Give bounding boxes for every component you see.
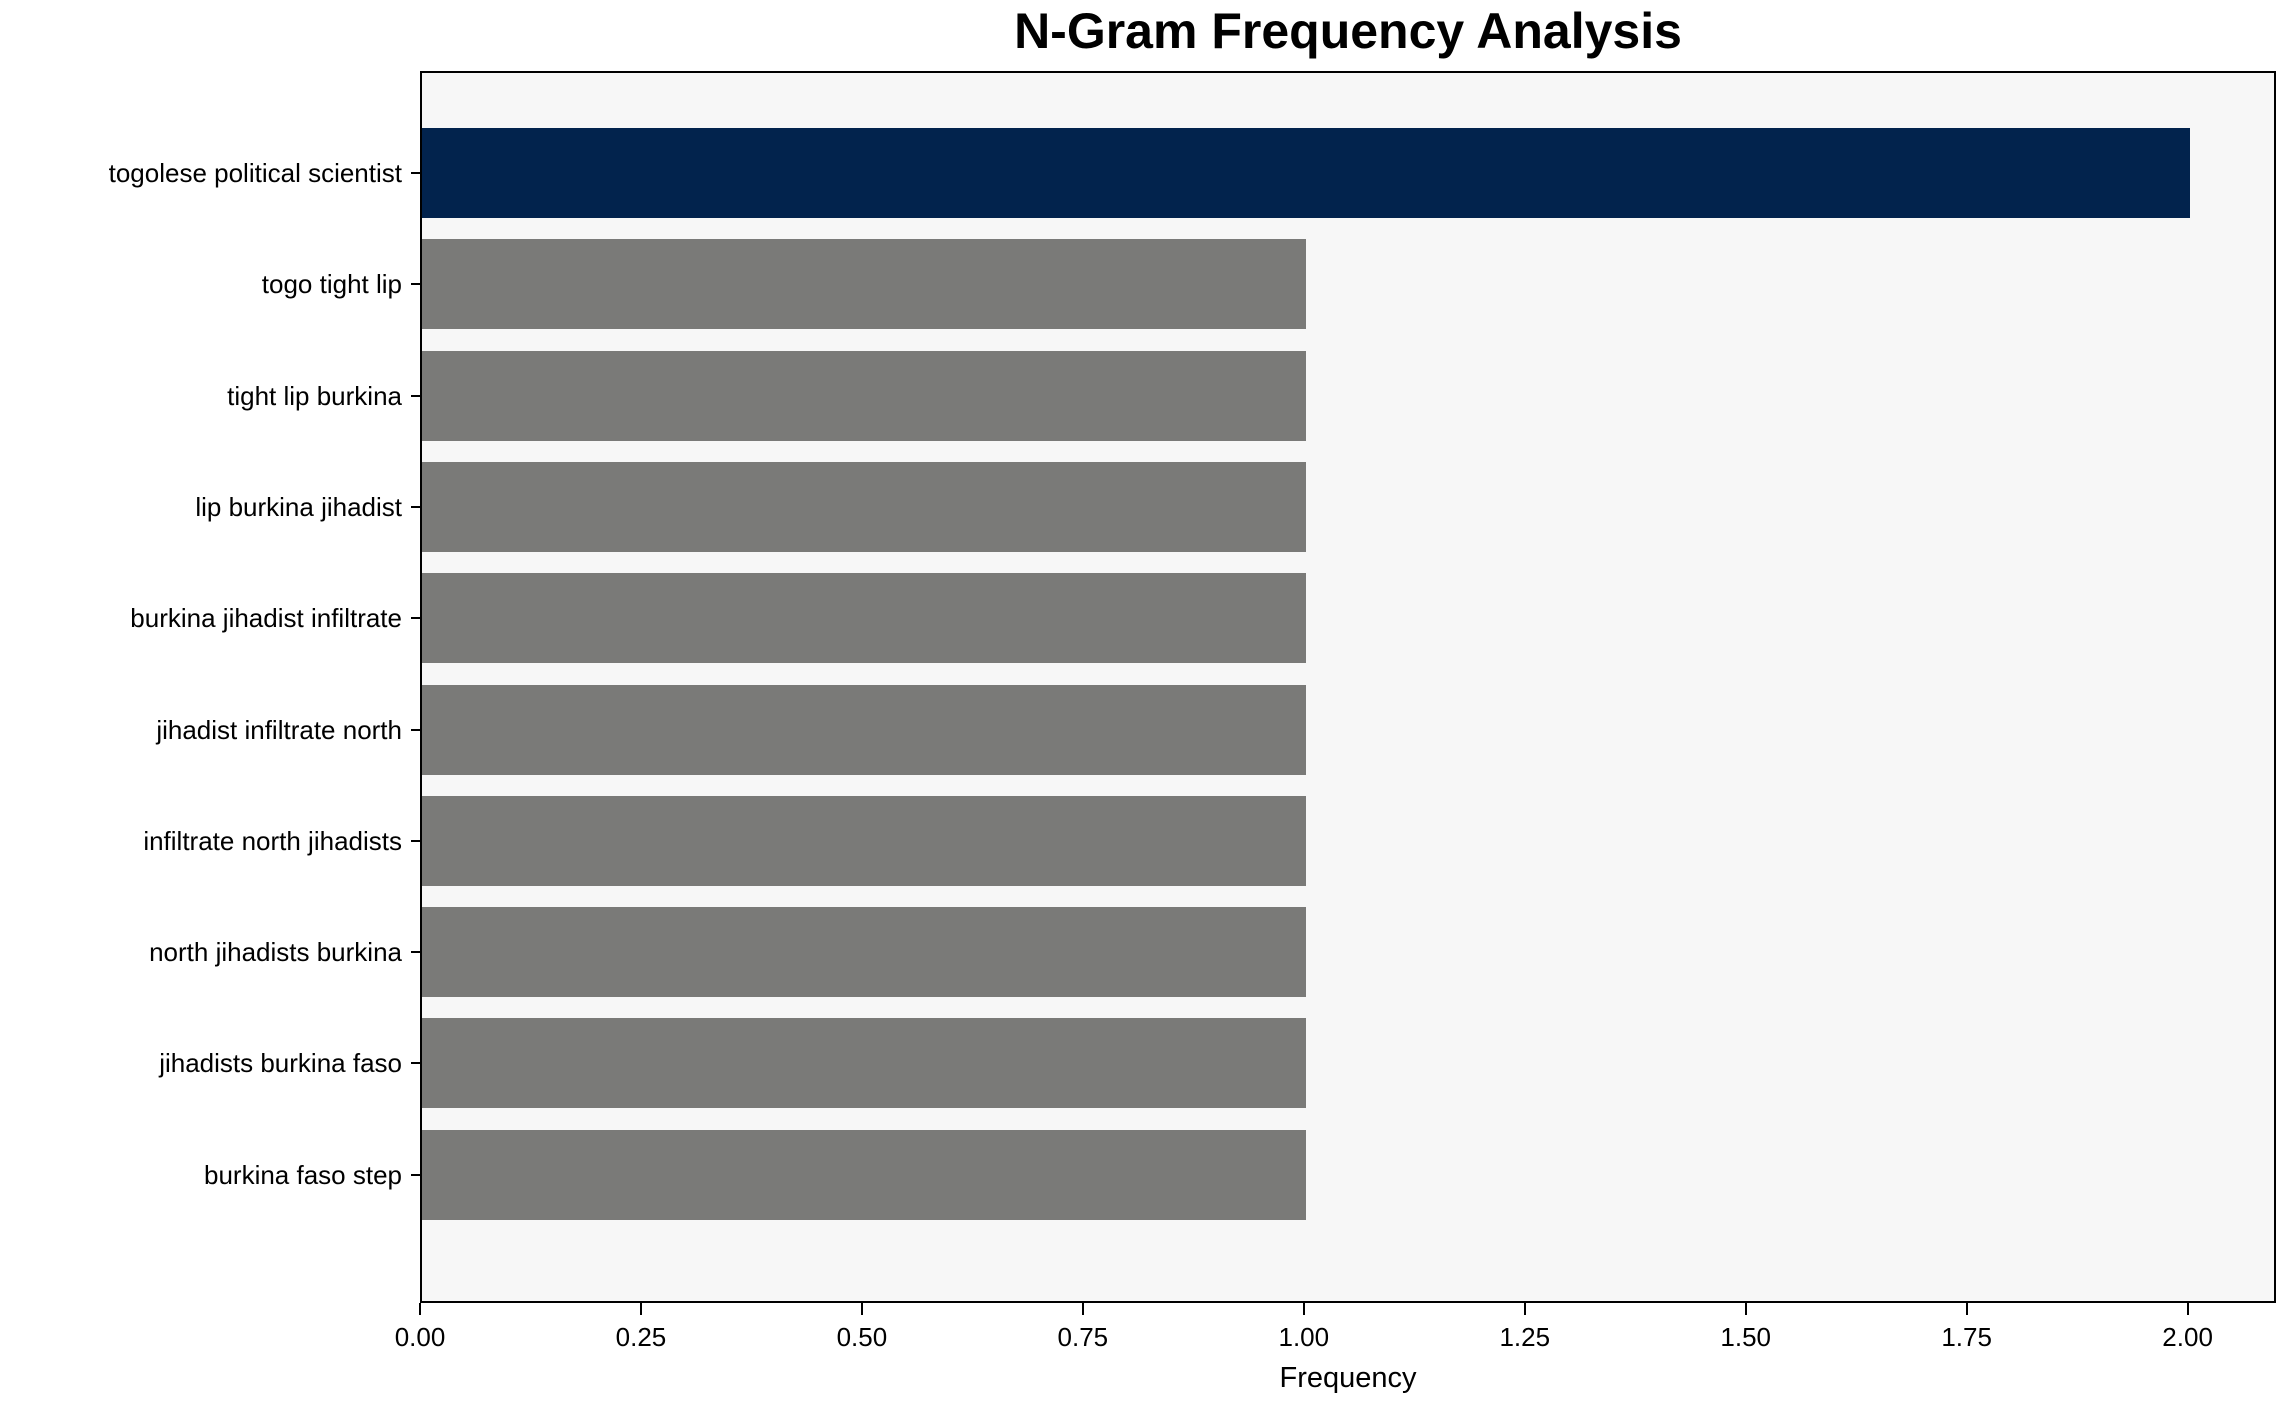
- bar: [422, 350, 1306, 441]
- bars-container: [422, 73, 2274, 1301]
- y-tick-label: jihadists burkina faso: [159, 1048, 402, 1079]
- y-tick-label: infiltrate north jihadists: [143, 825, 402, 856]
- bar: [422, 907, 1306, 998]
- y-tick-mark: [411, 617, 420, 620]
- bar: [422, 684, 1306, 775]
- y-tick-label: tight lip burkina: [227, 380, 402, 411]
- bar: [422, 795, 1306, 886]
- y-tick-label: lip burkina jihadist: [195, 491, 402, 522]
- x-tick-mark: [860, 1303, 863, 1315]
- bar: [422, 128, 2190, 218]
- y-tick-label: togolese political scientist: [108, 158, 402, 188]
- bar: [422, 573, 1306, 664]
- y-tick-mark: [411, 505, 420, 508]
- x-tick-mark: [639, 1303, 642, 1315]
- y-tick-label: togo tight lip: [261, 269, 402, 300]
- x-tick-mark: [1523, 1303, 1526, 1315]
- y-tick-mark: [411, 951, 420, 954]
- y-tick-label: jihadist infiltrate north: [156, 714, 402, 745]
- x-tick-mark: [419, 1303, 421, 1315]
- y-tick-label: north jihadists burkina: [149, 937, 402, 968]
- bar: [422, 461, 1306, 552]
- y-tick-mark: [411, 839, 420, 842]
- y-tick-mark: [411, 728, 420, 731]
- x-tick-label: 1.25: [1499, 1322, 1551, 1352]
- y-tick-mark: [411, 1173, 420, 1176]
- bar: [422, 239, 1306, 330]
- x-tick-mark: [1081, 1303, 1084, 1315]
- x-tick-label: 2.00: [2162, 1322, 2213, 1352]
- x-tick-mark: [1744, 1303, 1747, 1315]
- x-tick-label: 0.75: [1057, 1322, 1109, 1352]
- y-tick-label: burkina jihadist infiltrate: [130, 603, 402, 634]
- x-tick-label: 1.75: [1941, 1322, 1992, 1352]
- chart-title: N-Gram Frequency Analysis: [1014, 3, 1682, 59]
- x-tick-label: 0.00: [394, 1322, 446, 1352]
- y-tick-label: burkina faso step: [203, 1159, 402, 1190]
- bar: [422, 1129, 1306, 1220]
- x-tick-mark: [1965, 1303, 1968, 1315]
- y-tick-mark: [411, 172, 420, 174]
- x-tick-label: 1.50: [1720, 1322, 1772, 1352]
- x-tick-label: 0.50: [836, 1322, 888, 1352]
- y-tick-mark: [411, 394, 420, 397]
- x-axis-label: Frequency: [1279, 1362, 1417, 1394]
- y-tick-mark: [411, 1062, 420, 1065]
- x-tick-mark: [1302, 1303, 1305, 1315]
- x-tick-mark: [2186, 1303, 2189, 1315]
- x-tick-label: 0.25: [615, 1322, 667, 1352]
- y-tick-mark: [411, 283, 420, 286]
- x-tick-label: 1.00: [1278, 1322, 1330, 1352]
- plot-area: [420, 71, 2276, 1303]
- bar: [422, 1018, 1306, 1109]
